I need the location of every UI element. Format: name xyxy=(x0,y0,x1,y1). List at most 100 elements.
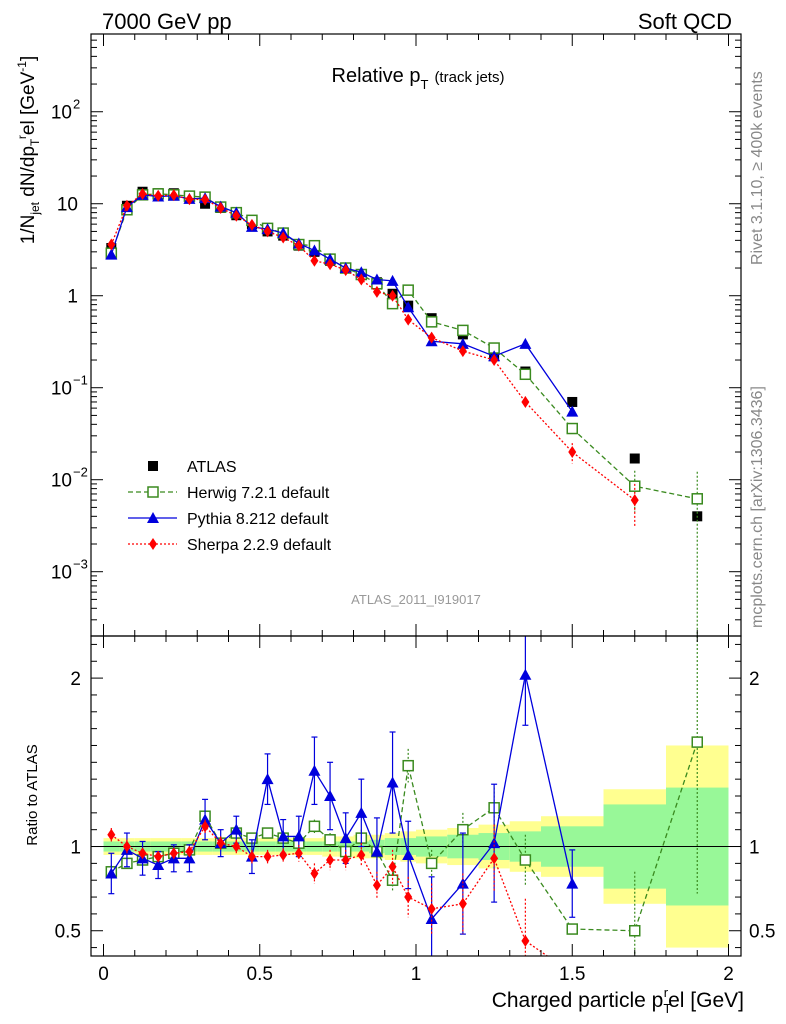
pythia-ratio-point xyxy=(277,830,290,842)
herwig-main-point xyxy=(519,368,532,381)
pythia-main-series xyxy=(105,188,579,417)
pythia-ratio-point xyxy=(261,773,274,785)
sherpa-main-point xyxy=(201,193,210,206)
herwig-main-point xyxy=(457,324,469,337)
pythia-ratio-point xyxy=(370,845,383,857)
sherpa-ratio-point xyxy=(458,897,467,910)
x-tick-label: 2 xyxy=(723,964,734,985)
sherpa-ratio-point xyxy=(138,847,147,860)
sherpa-main-point xyxy=(232,209,241,222)
ratio-y-tick-label-left: 1 xyxy=(70,838,81,859)
herwig-ratio-point xyxy=(425,857,438,870)
sherpa-main-point xyxy=(310,254,319,267)
sherpa-main-point xyxy=(326,258,335,271)
sherpa-main-point xyxy=(154,189,163,202)
herwig-main-point xyxy=(629,480,641,492)
rivet-label: Rivet 3.1.10, ≥ 400k events xyxy=(749,71,766,265)
plot-title-suffix: (track jets) xyxy=(434,69,504,86)
x-tick-label: 1 xyxy=(411,964,422,985)
atlas-legend-label: ATLAS xyxy=(187,459,237,476)
pythia-ratio-line xyxy=(110,674,573,921)
pythia-main-point xyxy=(308,244,321,256)
atlas-main-point xyxy=(567,396,578,407)
main-y-tick-exponent: 2 xyxy=(73,97,80,112)
main-y-tick-label: 1 xyxy=(67,287,78,308)
atlas-legend-marker xyxy=(148,461,158,471)
sherpa-main-point xyxy=(263,225,272,238)
x-axis-label-main: Charged particle p xyxy=(492,989,664,1012)
x-axis-label-sup: r xyxy=(664,985,669,1000)
main-y-tick-label: 10 xyxy=(51,103,72,124)
herwig-ratio-point xyxy=(386,874,399,886)
pythia-main-point xyxy=(355,266,368,278)
sherpa-ratio-point xyxy=(372,879,381,892)
sherpa-ratio-point xyxy=(247,850,256,863)
herwig-main-point xyxy=(566,422,578,435)
sherpa-main-point xyxy=(138,187,147,200)
pythia-main-point xyxy=(386,274,399,286)
x-tick-label: 0.5 xyxy=(247,964,273,985)
pythia-ratio-point xyxy=(230,823,243,835)
pythia-ratio-point xyxy=(355,806,368,818)
sherpa-main-point xyxy=(279,231,288,244)
sherpa-ratio-point xyxy=(294,847,303,860)
plot-title-sub: T xyxy=(420,77,428,92)
sherpa-main-point xyxy=(388,289,397,302)
x-tick-label: 0 xyxy=(98,964,109,985)
herwig-main-series xyxy=(105,188,703,636)
ratio-y-tick-label-left: 2 xyxy=(70,669,81,690)
herwig-legend-label: Herwig 7.2.1 default xyxy=(187,485,330,502)
herwig-ratio-point xyxy=(519,854,532,866)
main-y-tick-exponent: −3 xyxy=(73,557,88,572)
main-y-tick-exponent: −1 xyxy=(73,373,88,388)
x-tick-label: 1.5 xyxy=(559,964,585,985)
pythia-ratio-point xyxy=(386,776,399,788)
x-axis-label-sub: T xyxy=(663,1001,671,1016)
sherpa-main-series xyxy=(107,187,639,528)
sherpa-main-point xyxy=(521,395,530,408)
pythia-ratio-point xyxy=(199,813,212,825)
herwig-main-point xyxy=(425,316,438,328)
sherpa-main-line xyxy=(110,193,636,501)
pythia-ratio-point xyxy=(152,859,165,871)
sherpa-ratio-point xyxy=(521,934,530,947)
sherpa-ratio-point xyxy=(154,850,163,863)
sherpa-ratio-point xyxy=(427,902,436,915)
pythia-main-line xyxy=(110,194,573,412)
ratio-y-tick-label-right: 1 xyxy=(749,838,760,859)
x-axis-label-suffix: el [GeV] xyxy=(668,989,744,1012)
sherpa-main-point xyxy=(294,239,303,252)
main-y-axis-label: 1/Njet dN/dpTrel [GeV-1] xyxy=(15,56,42,244)
herwig-ratio-point xyxy=(566,923,578,935)
pythia-ratio-point xyxy=(183,852,196,864)
sherpa-ratio-series xyxy=(107,819,548,957)
herwig-ratio-point xyxy=(324,834,336,846)
pythia-legend-marker xyxy=(147,512,159,523)
main-y-tick-exponent: −2 xyxy=(73,465,88,480)
main-y-tick-label: 10 xyxy=(51,379,72,400)
pythia-ratio-point xyxy=(566,877,579,889)
pythia-ratio-point xyxy=(425,912,438,924)
sherpa-ratio-point xyxy=(490,852,499,865)
sherpa-main-point xyxy=(404,313,413,326)
ratio-y-tick-label-right: 2 xyxy=(749,669,760,690)
sherpa-ratio-point xyxy=(341,854,350,866)
herwig-ratio-point xyxy=(629,924,641,937)
pythia-main-point xyxy=(566,405,579,417)
sherpa-main-point xyxy=(372,285,381,298)
pythia-ratio-point xyxy=(324,790,337,801)
header-left: 7000 GeV pp xyxy=(102,9,232,34)
sherpa-main-point xyxy=(490,354,499,367)
x-axis-label: Charged particle pTrel [GeV] xyxy=(492,985,744,1016)
sherpa-ratio-point xyxy=(263,850,272,863)
main-y-tick-label: 10 xyxy=(57,195,78,216)
sherpa-main-point xyxy=(169,189,178,202)
sherpa-main-point xyxy=(107,238,116,251)
herwig-main-point xyxy=(402,284,414,296)
herwig-ratio-point xyxy=(402,759,414,772)
pythia-main-point xyxy=(456,337,469,349)
sherpa-main-point xyxy=(216,201,225,214)
sherpa-ratio-point xyxy=(404,891,413,904)
